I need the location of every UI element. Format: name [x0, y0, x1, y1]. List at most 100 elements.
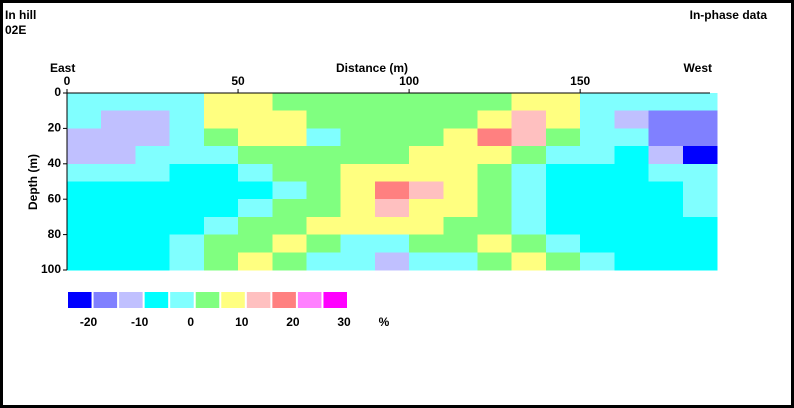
heatmap-cell: [203, 93, 239, 112]
heatmap-cell: [580, 216, 615, 236]
heatmap-cell: [614, 234, 650, 253]
heatmap-cell: [409, 146, 444, 165]
heatmap-cell: [374, 163, 410, 182]
heatmap-cell: [340, 110, 376, 129]
heatmap-cell: [272, 128, 307, 147]
heatmap-cell: [477, 146, 513, 165]
heatmap-cell: [374, 199, 410, 218]
heatmap-cell: [272, 110, 307, 129]
heatmap-cell: [580, 181, 615, 200]
heatmap-cell: [614, 181, 650, 200]
y-tick-label: 100: [41, 262, 61, 276]
heatmap-cell: [67, 93, 102, 112]
heatmap-cell: [203, 252, 239, 271]
heatmap-cell: [169, 234, 205, 253]
heatmap-cell: [648, 110, 684, 129]
heatmap-cell: [614, 93, 650, 112]
heatmap-cell: [614, 252, 650, 271]
colorbar-swatch: [195, 292, 220, 308]
heatmap-cell: [374, 146, 410, 165]
heatmap-cell: [511, 93, 547, 112]
heatmap-cell: [614, 216, 650, 236]
heatmap-cell: [101, 128, 136, 147]
heatmap-cell: [682, 146, 718, 165]
west-label: West: [684, 61, 712, 75]
heatmap-cell: [374, 128, 410, 147]
heatmap-cell: [306, 199, 342, 218]
heatmap-cell: [614, 146, 650, 165]
x-tick-label: 50: [231, 74, 245, 88]
x-tick-label: 150: [570, 74, 590, 88]
heatmap-cell: [169, 163, 205, 182]
heatmap-cell: [306, 163, 342, 182]
heatmap-cell: [580, 93, 615, 112]
heatmap-cell: [203, 163, 239, 182]
heatmap-cell: [135, 146, 171, 165]
heatmap-cell: [545, 110, 581, 129]
colorbar-swatch: [246, 292, 271, 308]
heatmap-cell: [272, 199, 307, 218]
heatmap-cell: [648, 146, 684, 165]
heatmap-cell: [409, 234, 444, 253]
chart-title: In-phase data: [690, 8, 768, 22]
colorbar-tick-label: -20: [80, 315, 98, 329]
heatmap-cell: [409, 163, 444, 182]
heatmap-cell: [203, 181, 239, 200]
heatmap-cell: [682, 181, 718, 200]
heatmap-cell: [169, 110, 205, 129]
heatmap-cell: [545, 163, 581, 182]
heatmap-cell: [443, 199, 479, 218]
y-tick-label: 0: [54, 85, 61, 99]
heatmap-cell: [374, 252, 410, 271]
heatmap-cell: [545, 181, 581, 200]
heatmap-cell: [443, 163, 479, 182]
heatmap-cell: [443, 234, 479, 253]
colorbar-swatch: [297, 292, 322, 308]
colorbar-tick-label: 0: [187, 315, 194, 329]
heatmap-cell: [409, 110, 444, 129]
heatmap-cell: [101, 252, 136, 271]
heatmap-cell: [682, 234, 718, 253]
heatmap-cell: [135, 128, 171, 147]
heatmap-cell: [545, 128, 581, 147]
heatmap-cell: [67, 199, 102, 218]
heatmap-cell: [272, 163, 307, 182]
colorbar-swatch: [144, 292, 169, 308]
heatmap-cell: [443, 128, 479, 147]
colorbar-swatch: [221, 292, 245, 308]
heatmap-cell: [511, 234, 547, 253]
heatmap-cell: [101, 163, 136, 182]
heatmap-cell: [580, 146, 615, 165]
heatmap-cell: [67, 146, 102, 165]
heatmap-cell: [238, 163, 273, 182]
heatmap-cell: [238, 234, 273, 253]
heatmap-cell: [580, 234, 615, 253]
heatmap-cell: [272, 216, 307, 236]
heatmap-cell: [67, 163, 102, 182]
heatmap-cell: [648, 128, 684, 147]
heatmap-cell: [238, 146, 273, 165]
heatmap-cell: [135, 110, 171, 129]
y-axis-label: Depth (m): [26, 154, 40, 210]
heatmap-cell: [374, 93, 410, 112]
heatmap-cell: [545, 252, 581, 271]
heatmap-cell: [340, 93, 376, 112]
heatmap-cell: [409, 181, 444, 200]
heatmap-cell: [477, 216, 513, 236]
heatmap-cell: [169, 181, 205, 200]
heatmap-cell: [545, 93, 581, 112]
heatmap-cell: [511, 252, 547, 271]
heatmap-cell: [580, 110, 615, 129]
heatmap-cell: [477, 181, 513, 200]
heatmap-cell: [682, 199, 718, 218]
y-tick-label: 40: [48, 156, 62, 170]
heatmap-cell: [272, 146, 307, 165]
colorbar-tick-label: 20: [286, 315, 300, 329]
heatmap-cell: [306, 128, 342, 147]
heatmap-cell: [580, 128, 615, 147]
y-tick-label: 20: [48, 121, 62, 135]
heatmap-cell: [169, 146, 205, 165]
heatmap-cell: [374, 234, 410, 253]
heatmap-cell: [511, 146, 547, 165]
heatmap-cell: [203, 110, 239, 129]
